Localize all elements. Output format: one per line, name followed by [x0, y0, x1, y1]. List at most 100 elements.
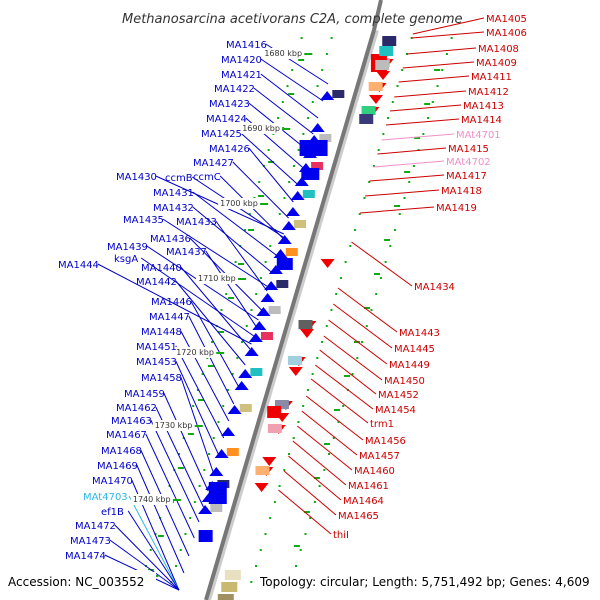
topology-text: Topology: circular; Length: 5,751,492 bp… [259, 575, 590, 589]
gene-label-left: MA1431 [153, 188, 194, 199]
leader-line [310, 378, 369, 424]
reverse-gene-arrow [288, 367, 303, 376]
tick-dot [445, 53, 448, 55]
tick-dot [234, 261, 237, 263]
tick-dot [297, 149, 300, 151]
gene-label-left: MA1462 [116, 403, 157, 414]
leader-line [377, 147, 447, 155]
gene-label-left: MA1447 [149, 312, 190, 323]
tick-dot [361, 341, 364, 343]
reverse-gene-box [255, 466, 270, 475]
tick-dot [193, 501, 196, 503]
tick-dot [259, 277, 262, 279]
tick-dot [313, 501, 316, 503]
tick-dot [278, 485, 281, 487]
leader-line [97, 263, 252, 345]
gene-box-bottom [224, 570, 241, 580]
kbp-label: 1740 kbp [133, 495, 171, 504]
tick-dot [325, 53, 328, 55]
kbp-label-bg [218, 198, 261, 209]
gene-label-right: MA1413 [463, 101, 504, 112]
tick-dot [330, 37, 333, 39]
leader-line [163, 392, 209, 492]
forward-gene-arrow [234, 381, 249, 390]
tick-dot [273, 501, 276, 503]
gene-label-right: MA1454 [375, 405, 416, 416]
tick-dot [391, 101, 394, 103]
forward-gene-box [276, 280, 289, 288]
tick-dot [292, 165, 295, 167]
tick-dot [316, 357, 319, 359]
gene-label-left: MA1437 [166, 247, 207, 258]
forward-gene-arrow [256, 307, 271, 316]
tick-dot [244, 229, 247, 231]
reverse-gene-arrow [320, 259, 335, 268]
tick-dot [297, 421, 300, 423]
forward-gene-arrow [277, 235, 292, 244]
reverse-gene-box [359, 114, 374, 124]
gene-label-right: MA1411 [471, 72, 512, 83]
tick-dot [358, 213, 361, 215]
tick-dot [295, 565, 298, 567]
reverse-gene-box [361, 106, 376, 115]
tick-dot [175, 565, 178, 567]
kbp-label: 1680 kbp [264, 49, 302, 58]
tick-dot [311, 101, 314, 103]
tick-dot [248, 213, 251, 215]
leader-line [301, 410, 358, 456]
kbp-label: 1700 kbp [220, 199, 258, 208]
leader-line [278, 489, 332, 535]
forward-gene-box [250, 368, 263, 376]
forward-gene-arrow [285, 207, 300, 216]
gene-label-left: MA1467 [106, 430, 147, 441]
tick-dot [269, 245, 272, 247]
tick-dot [441, 69, 444, 71]
leader-line [180, 266, 251, 350]
tick-dot [300, 37, 303, 39]
forward-gene-block [198, 530, 213, 542]
leader-line [360, 206, 435, 214]
tick-dot [211, 341, 214, 343]
tick-dot [304, 533, 307, 535]
tick-dot [377, 149, 380, 151]
leader-line [323, 335, 383, 381]
gene-label-right: MA1415 [448, 144, 489, 155]
gene-label-left: MA1470 [92, 476, 133, 487]
tick-dot [283, 469, 286, 471]
tick-dot [217, 421, 220, 423]
reverse-gene-box [287, 356, 302, 365]
tick-dot [375, 293, 378, 295]
leader-line [328, 319, 388, 365]
gene-label-left: MA1427 [193, 158, 234, 169]
tick-dot [226, 389, 229, 391]
gene-label-right: MA1456 [365, 436, 406, 447]
leader-line [406, 47, 477, 55]
leader-line [192, 191, 278, 257]
tick-dot [379, 277, 382, 279]
tick-dot [354, 229, 357, 231]
forward-gene-box [210, 504, 223, 512]
gene-label-right: MA1434 [414, 282, 455, 293]
leader-line [412, 17, 485, 35]
tick-dot [196, 389, 199, 391]
forward-gene-arrow [273, 249, 288, 258]
tick-dot [321, 69, 324, 71]
forward-gene-block [301, 168, 320, 180]
gene-label-right: MA1408 [478, 44, 519, 55]
leader-line [128, 495, 180, 591]
kbp-label-bg [130, 494, 173, 505]
leader-line [283, 470, 337, 516]
gene-label-right: MA1417 [446, 171, 487, 182]
gene-label-left: MA1423 [209, 99, 250, 110]
tick-dot [201, 373, 204, 375]
tick-dot [189, 517, 192, 519]
leader-line [260, 73, 319, 119]
reverse-gene-arrow [376, 71, 391, 80]
kbp-label: 1730 kbp [155, 421, 193, 430]
tick-dot [258, 181, 261, 183]
tick-dot [396, 85, 399, 87]
tick-dot [401, 69, 404, 71]
tick-dot [149, 549, 152, 551]
gene-label-left: MA1430 [116, 172, 157, 183]
